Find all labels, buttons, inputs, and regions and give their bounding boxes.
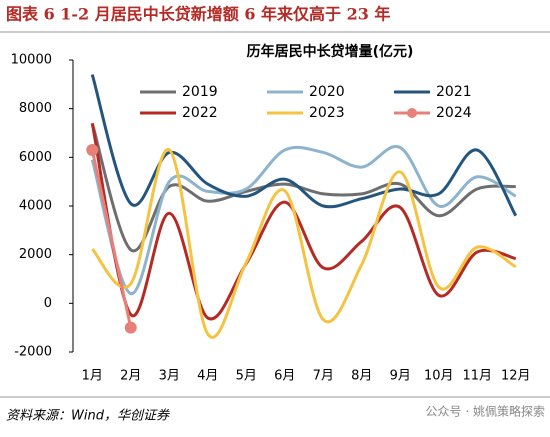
y-tick-label: 10000: [11, 53, 52, 68]
legend-label: 2024: [436, 105, 472, 121]
x-tick-label: 12月: [501, 369, 531, 384]
legend-label: 2022: [182, 105, 218, 121]
legend-label: 2019: [182, 84, 218, 100]
point: [86, 144, 99, 157]
series-line: [90, 145, 517, 296]
x-tick-label: 2月: [120, 369, 141, 384]
x-tick-label: 6月: [274, 369, 295, 384]
x-tick-label: 5月: [236, 369, 257, 384]
legend-label: 2020: [309, 84, 345, 100]
y-tick-label: 0: [44, 296, 52, 311]
series-line: [90, 122, 516, 253]
series-line: [90, 122, 517, 321]
header: 图表 6 1-2 月居民中长贷新增额 6 年来仅高于 23 年: [6, 5, 390, 24]
source: 资料来源：Wind，华创证券: [6, 409, 170, 424]
x-tick-label: 7月: [313, 369, 334, 384]
x-tick-label: 1月: [82, 369, 103, 384]
y-tick-label: 8000: [19, 101, 52, 116]
x-tick-label: 10月: [424, 369, 454, 384]
x-tick-label: 4月: [197, 369, 218, 384]
legend-marker: [407, 108, 417, 118]
x-tick-label: 3月: [159, 369, 180, 384]
series-line: [91, 148, 517, 339]
y-tick-label: 4000: [19, 199, 52, 214]
legend-label: 2021: [436, 84, 472, 100]
watermark: 公众号 · 姚佩策略探索: [426, 404, 545, 419]
point: [124, 321, 137, 334]
y-tick-label: -2000: [14, 345, 52, 360]
series-line: [90, 149, 133, 328]
legend-label: 2023: [309, 105, 345, 121]
x-tick-label: 9月: [390, 369, 411, 384]
y-tick-label: 2000: [19, 247, 52, 262]
chart-title: 历年居民中长贷增量(亿元): [247, 43, 414, 60]
x-tick-label: 11月: [462, 369, 492, 384]
y-tick-label: 6000: [19, 150, 52, 165]
series-line: [90, 74, 518, 217]
x-tick-label: 8月: [351, 369, 372, 384]
